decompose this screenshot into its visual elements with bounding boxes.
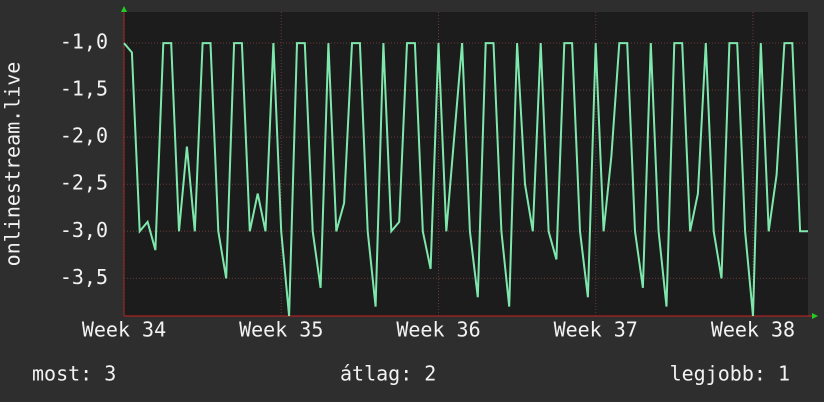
y-tick-label: -3,5 <box>60 265 108 289</box>
x-tick-label: Week 38 <box>711 318 795 342</box>
x-tick-label: Week 37 <box>554 318 638 342</box>
x-tick-label: Week 35 <box>239 318 323 342</box>
y-axis-label: onlinestream.live <box>1 62 25 267</box>
legend-best: legjobb: 1 <box>670 362 790 386</box>
y-tick-label: -1,0 <box>60 30 108 54</box>
x-tick-label: Week 34 <box>82 318 166 342</box>
x-tick-label: Week 36 <box>396 318 480 342</box>
plot-area <box>124 12 808 316</box>
y-arrow <box>121 6 127 12</box>
y-tick-label: -1,5 <box>60 77 108 101</box>
data-line <box>123 42 808 317</box>
y-tick-label: -2,0 <box>60 124 108 148</box>
legend-average: átlag: 2 <box>340 362 436 386</box>
x-arrow <box>812 313 818 319</box>
y-tick-label: -2,5 <box>60 171 108 195</box>
y-tick-label: -3,0 <box>60 218 108 242</box>
legend-current: most: 3 <box>32 362 116 386</box>
